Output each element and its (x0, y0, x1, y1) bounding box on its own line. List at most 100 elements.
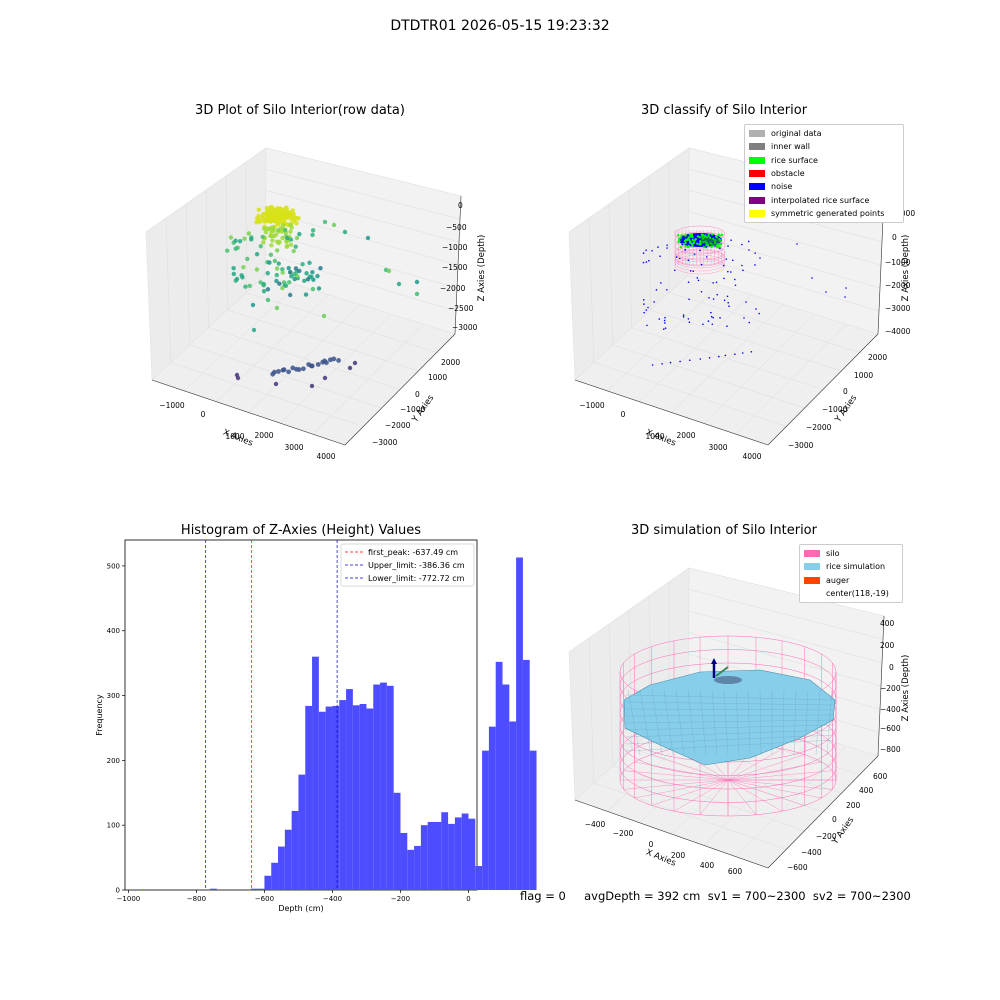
raw-data-point (263, 219, 269, 224)
panel2-y-tick: 0 (843, 387, 848, 396)
noise-point (679, 360, 681, 363)
noise-point (693, 253, 696, 255)
raw-data-point (280, 235, 285, 241)
panel4-z-label: Z Axies (Depth) (901, 655, 911, 722)
panel1-z-tick: −1500 (442, 263, 468, 272)
raw-data-point (301, 366, 306, 372)
panel1-z-tick: −500 (446, 223, 467, 232)
panel4-z-tick: 400 (880, 619, 895, 628)
noise-point (688, 359, 691, 362)
panel2-y-tick: −2000 (806, 423, 832, 432)
raw-data-point (235, 375, 241, 381)
panel2-y-axis-line (767, 333, 879, 446)
raw-data-point (288, 229, 293, 234)
raw-data-point (284, 206, 289, 211)
rice-mesh (625, 701, 835, 706)
panel1-grid (265, 211, 459, 266)
raw-data-point (322, 219, 328, 225)
noise-point (712, 241, 715, 244)
noise-point (726, 325, 728, 328)
histogram-bar (407, 849, 415, 890)
histogram-bar (264, 875, 272, 890)
rice-surface-point (687, 244, 690, 248)
noise-point (712, 282, 714, 284)
raw-data-point (239, 273, 244, 278)
raw-data-point (386, 268, 392, 274)
raw-data-point (269, 243, 274, 248)
histogram-bar (495, 661, 503, 890)
noise-point (696, 277, 699, 279)
silo-wire (727, 779, 757, 815)
panel2-y-tick: 1000 (854, 371, 873, 380)
raw-data-point (257, 219, 263, 224)
noise-point (643, 311, 645, 314)
center-hole (714, 676, 742, 684)
legend-label: noise (771, 182, 793, 192)
rice-surface-point (687, 236, 691, 239)
panel2-grid (688, 211, 882, 266)
rice-surface-point (689, 241, 692, 244)
noise-point (711, 323, 714, 326)
panel2-z-tick: −3000 (885, 304, 911, 313)
panel4-y-tick: −200 (816, 832, 837, 841)
silo-wire (634, 779, 729, 799)
silo-wire (727, 779, 805, 806)
raw-data-point (286, 369, 291, 375)
panel1-x-tick: 0 (201, 410, 206, 419)
noise-point (687, 259, 690, 262)
raw-data-point (260, 234, 265, 240)
histogram-bar (529, 750, 537, 890)
panel1-y-tick: 1000 (428, 373, 447, 382)
raw-data-point (265, 270, 270, 276)
panel1-grid (165, 217, 172, 363)
histogram-bar (393, 792, 401, 890)
raw-data-point (274, 216, 280, 222)
raw-data-point (285, 235, 290, 241)
x-tick-label: −800 (187, 895, 206, 903)
panel1-x-tick: 2000 (254, 431, 273, 440)
y-tick-label: 500 (107, 562, 120, 570)
panel1-x-axis-line (151, 379, 346, 446)
noise-point (699, 358, 702, 360)
silo-wire (699, 779, 729, 815)
raw-data-point (331, 222, 337, 228)
noise-point (645, 249, 647, 251)
legend-swatch (749, 156, 765, 164)
silo-wire (651, 754, 729, 781)
rice-mesh (759, 689, 762, 756)
panel1-z-label: Z Axies (Depth) (477, 235, 487, 302)
rice-surface-point (704, 234, 707, 237)
raw-data-point (296, 215, 301, 221)
panel2-legend: original data inner wall rice surface obsta… (744, 124, 904, 224)
panel1-y-tick: −3000 (372, 438, 398, 447)
raw-data-point (283, 227, 288, 233)
raw-data-point (256, 213, 261, 218)
panel4-grid (688, 632, 882, 687)
raw-data-point (296, 367, 302, 372)
rice-surface-point (699, 242, 702, 245)
legend-swatch (804, 550, 820, 558)
panel4-title: 3D simulation of Silo Interior (631, 523, 817, 538)
raw-data-point (289, 225, 294, 230)
rice-mesh (675, 689, 685, 756)
panel2-x-axis-line (574, 379, 769, 446)
noise-point (664, 322, 666, 324)
panel2-x-tick: 0 (621, 410, 626, 419)
silo-wire (727, 779, 783, 812)
noise-point (689, 270, 692, 272)
noise-point (754, 264, 756, 266)
panel1-grid (205, 189, 209, 328)
raw-data-point (254, 267, 260, 272)
raw-data-point (261, 288, 267, 294)
rice-surface-point (684, 234, 687, 237)
noise-point (660, 282, 662, 284)
raw-data-point (275, 210, 280, 216)
noise-point (796, 243, 798, 245)
legend-item: auger (804, 574, 898, 587)
legend-item: rice surface (749, 154, 899, 167)
panel4-z-tick: −400 (880, 705, 901, 714)
noise-point (692, 270, 694, 273)
rice-surface-point (691, 238, 695, 242)
panel4-y-tick: 600 (873, 772, 888, 781)
